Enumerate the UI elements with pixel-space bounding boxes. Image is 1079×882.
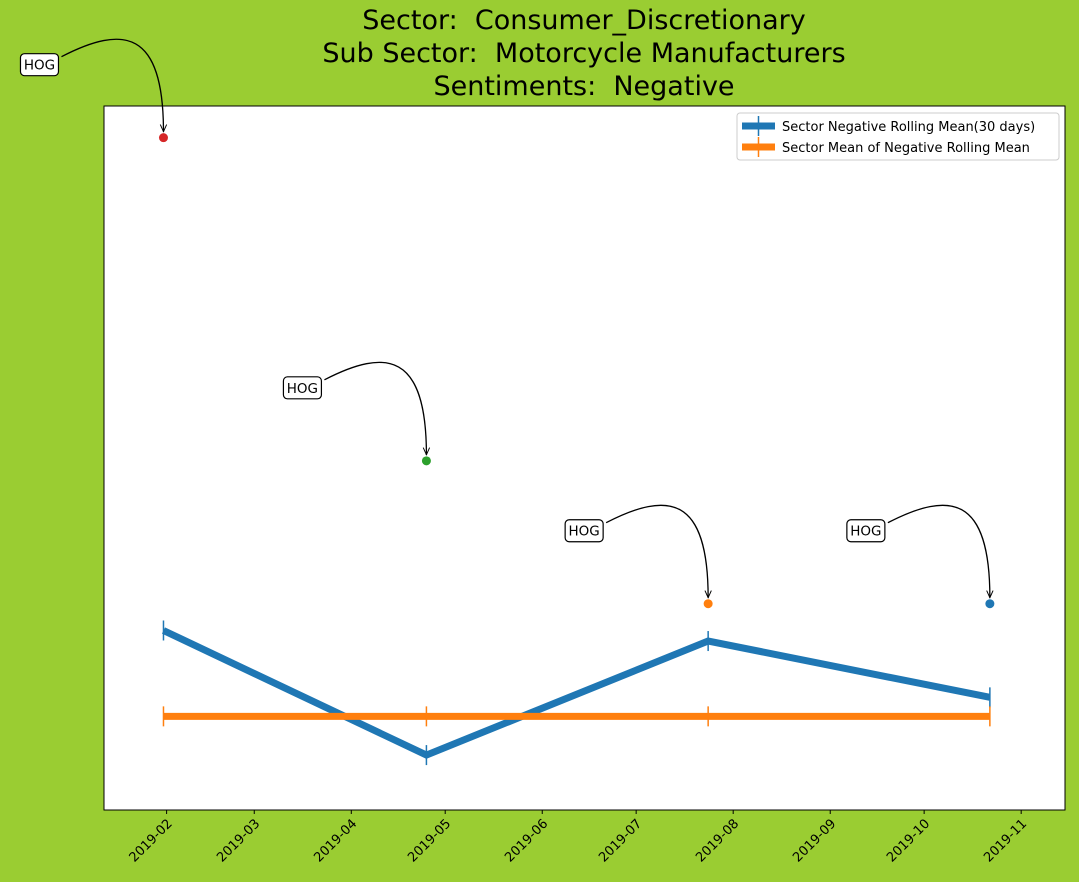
x-tick-label: 2019-07 [596, 816, 645, 865]
data-point [985, 599, 995, 609]
data-point [421, 456, 431, 466]
annotation-arrow [887, 504, 990, 597]
x-tick-label: 2019-03 [214, 816, 263, 865]
plot-area [103, 105, 1066, 811]
annotation-label: HOG [24, 58, 55, 74]
legend-box [736, 112, 1060, 161]
legend-entry: Sector Negative Rolling Mean(30 days) [782, 120, 1035, 135]
x-tick-label: 2019-08 [693, 816, 742, 865]
title-sub-sector: Sub Sector: Motorcycle Manufacturers [322, 38, 846, 69]
annotation-arrow [61, 38, 163, 131]
annotation-label: HOG [569, 524, 600, 540]
annotation-label: HOG [850, 524, 881, 540]
x-tick-label: 2019-09 [790, 816, 839, 865]
annotation-arrow [605, 504, 708, 597]
chart-title: Sector: Consumer_Discretionary Sub Secto… [0, 4, 1079, 103]
annotation-label: HOG [287, 381, 318, 397]
annotation-box [564, 519, 604, 543]
legend-entry: Sector Mean of Negative Rolling Mean [782, 141, 1030, 156]
data-point [703, 599, 713, 609]
data-point [158, 133, 168, 143]
rolling-mean-line [161, 627, 991, 759]
title-sector: Sector: Consumer_Discretionary [362, 5, 806, 36]
x-tick-label: 2019-04 [311, 816, 360, 865]
x-tick-label: 2019-02 [127, 816, 176, 865]
annotation-box [282, 376, 323, 400]
annotation-arrow [324, 361, 426, 454]
title-sentiment: Sentiments: Negative [433, 71, 735, 102]
x-tick-label: 2019-05 [405, 816, 454, 865]
x-tick-label: 2019-10 [884, 816, 933, 865]
annotation-box [846, 519, 886, 543]
annotation-box [19, 53, 60, 77]
x-tick-label: 2019-11 [981, 816, 1030, 865]
x-tick-label: 2019-06 [502, 816, 551, 865]
